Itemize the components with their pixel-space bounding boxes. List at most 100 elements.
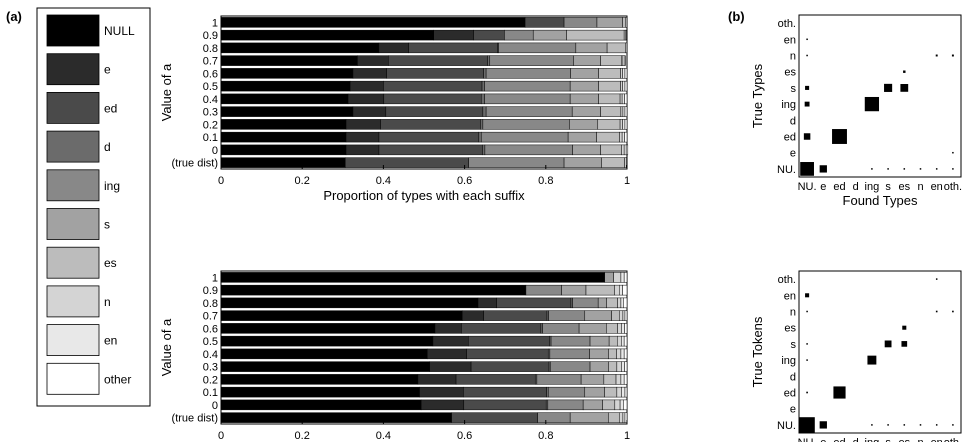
y-tick-label: en <box>784 290 796 302</box>
y-tick-label: 0.6 <box>203 68 218 80</box>
bar-segment-es <box>608 412 620 423</box>
bar-segment-other <box>623 335 628 347</box>
bar-segment-NULL <box>220 157 346 168</box>
y-tick-label: es <box>784 67 796 79</box>
bar-segment-n <box>614 399 621 411</box>
bar-segment-other <box>625 144 629 156</box>
bar-segment-ed <box>461 323 542 334</box>
bar-segment-other <box>624 80 628 92</box>
bar-segment-NULL <box>220 93 349 105</box>
legend-swatch-s <box>46 208 100 240</box>
hinton-cell <box>952 424 954 426</box>
hinton-cell <box>805 85 810 90</box>
legend-label-NULL: NULL <box>104 24 135 38</box>
bar-segment-d <box>482 144 486 156</box>
x-tick-label: en <box>931 437 943 442</box>
bar-segment-s <box>563 157 602 168</box>
bar-segment-ing <box>504 29 534 41</box>
bar-segment-ing <box>484 80 571 92</box>
bar-segment-es <box>604 386 618 398</box>
tokens-hinton-diagram: NU.eeddingsesnenoth.NU.eeddingsesnenoth.… <box>750 270 962 442</box>
bar-segment-NULL <box>220 17 526 28</box>
bar-segment-en <box>622 68 626 79</box>
bar-segment-other <box>624 361 628 372</box>
bar-segment-NULL <box>220 399 422 411</box>
hinton-cell <box>952 310 954 313</box>
y-tick-label: ed <box>784 388 796 400</box>
bar-segment-NULL <box>220 361 430 372</box>
hinton-cell <box>871 424 873 426</box>
hinton-cell <box>819 165 827 173</box>
bar-segment-other <box>623 272 628 283</box>
bar-segment-es <box>598 80 621 92</box>
bar-segment-e <box>417 374 457 385</box>
bar-segment-en <box>623 144 627 156</box>
bar-segment-en <box>619 284 623 296</box>
hinton-cell <box>903 168 906 170</box>
bar-segment-NULL <box>220 68 354 79</box>
x-tick-label: 0.2 <box>295 430 310 442</box>
bar-segment-ing <box>550 361 591 372</box>
y-axis-label: Value of a <box>159 63 174 121</box>
legend-swatch-es <box>46 246 100 279</box>
bar-segment-n <box>614 284 620 296</box>
bar-segment-other <box>623 399 628 411</box>
y-tick-label: 0.2 <box>203 374 218 386</box>
bar-segment-NULL <box>220 42 380 54</box>
x-tick-label: 0.6 <box>457 175 472 187</box>
bar-segment-es <box>606 297 618 309</box>
x-tick-label: s <box>885 437 891 442</box>
legend-label-s: s <box>104 218 110 232</box>
bar-segment-ed <box>455 374 536 385</box>
x-tick-label: 0.8 <box>538 175 553 187</box>
bar-segment-s <box>570 68 599 79</box>
x-tick-label: 0.8 <box>538 430 553 442</box>
bar-segment-en <box>622 119 626 130</box>
bar-segment-other <box>624 93 628 105</box>
bar-segment-n <box>619 131 623 143</box>
bar-segment-s <box>569 412 609 423</box>
bar-segment-s <box>589 361 609 372</box>
bar-segment-d <box>480 119 484 130</box>
bar-segment-s <box>578 323 607 334</box>
bar-segment-other <box>624 131 628 143</box>
bar-segment-NULL <box>220 144 347 156</box>
hinton-cell <box>919 168 922 170</box>
bar-segment-NULL <box>220 297 479 309</box>
hinton-cell <box>800 162 814 176</box>
bar-segment-ing <box>550 335 591 347</box>
hinton-cell <box>806 343 808 345</box>
bar-segment-n <box>625 17 628 28</box>
bar-segment-ing <box>525 284 562 296</box>
bar-segment-es <box>603 374 617 385</box>
bar-segment-ed <box>380 119 481 130</box>
bar-segment-s <box>567 131 597 143</box>
bar-segment-ed <box>463 399 547 411</box>
y-tick-label: es <box>784 323 796 335</box>
x-tick-label: ing <box>865 437 880 442</box>
bar-segment-s <box>575 42 608 54</box>
hinton-cell <box>902 325 907 330</box>
hinton-cell <box>806 54 808 57</box>
bar-segment-es <box>600 106 622 117</box>
bar-segment-d <box>478 131 482 143</box>
y-tick-label: 0.7 <box>203 56 218 68</box>
bar-segment-NULL <box>220 310 463 321</box>
bar-segment-n <box>616 348 622 360</box>
bar-segment-n <box>617 323 622 334</box>
bar-segment-NULL <box>220 386 420 398</box>
hinton-cell <box>952 151 954 154</box>
y-tick-label: ing <box>781 99 796 111</box>
hinton-cell <box>900 84 909 92</box>
bar-segment-ed <box>463 386 547 398</box>
bar-segment-NULL <box>220 348 428 360</box>
hinton-cell <box>867 355 877 365</box>
bar-segment-en <box>620 348 625 360</box>
bar-segment-ing <box>536 374 582 385</box>
bar-segment-ed <box>466 348 549 360</box>
x-tick-label: s <box>885 181 891 193</box>
bar-segment-other <box>624 68 628 79</box>
hinton-cell <box>903 70 906 73</box>
y-tick-label: ed <box>784 132 796 144</box>
bar-segment-en <box>621 386 626 398</box>
